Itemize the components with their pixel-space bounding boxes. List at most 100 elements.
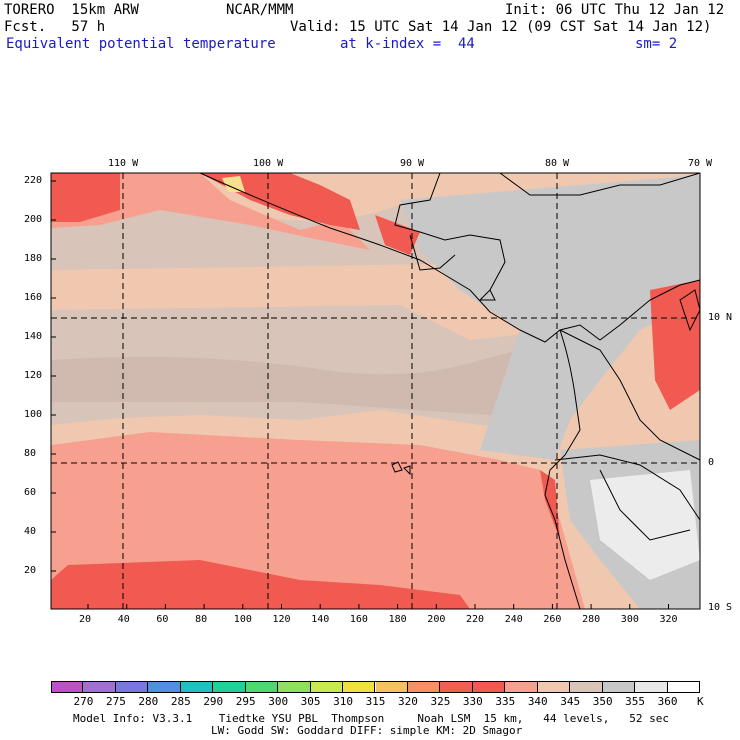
x-tick-label: 80: [195, 614, 208, 625]
colorbar-label: 350: [592, 695, 613, 708]
colorbar-label: 305: [300, 695, 321, 708]
colorbar-label: 270: [73, 695, 94, 708]
lat-label-10n: 10 N: [708, 312, 733, 323]
x-tick-label: 280: [582, 614, 601, 625]
smoothing-label: sm= 2: [635, 36, 678, 52]
colorbar-label: 290: [203, 695, 224, 708]
y-tick-label: 160: [24, 292, 43, 303]
x-tick-label: 200: [427, 614, 446, 625]
colorbar-swatch: [407, 681, 441, 693]
x-tick-label: 120: [272, 614, 291, 625]
x-tick-label: 320: [659, 614, 678, 625]
colorbar-swatch: [537, 681, 571, 693]
lat-lon-grid: [51, 173, 700, 609]
colorbar-swatch: [472, 681, 506, 693]
coastlines: [199, 172, 701, 610]
field-hot-northwest: [51, 173, 120, 222]
lon-label-110w: 110 W: [108, 158, 139, 169]
colorbar-swatch: [180, 681, 214, 693]
y-tick-label: 20: [24, 565, 37, 576]
x-tick-label: 300: [620, 614, 639, 625]
y-tick-label: 120: [24, 370, 43, 381]
colorbar-label: 345: [560, 695, 581, 708]
map-frame: [50, 172, 701, 610]
field-hot-colombia: [650, 280, 700, 410]
field-hot-guatemala: [375, 215, 420, 255]
colorbar-label: 315: [365, 695, 386, 708]
x-tick-label: 140: [311, 614, 330, 625]
x-tick-label: 60: [156, 614, 169, 625]
colorbar-label: 330: [462, 695, 483, 708]
colorbar-label: 340: [527, 695, 548, 708]
colorbar-label: 280: [138, 695, 159, 708]
colorbar-swatch: [570, 681, 603, 693]
colorbar-unit: K: [697, 695, 704, 708]
colorbar-label: 335: [495, 695, 516, 708]
colorbar-swatch: [245, 681, 279, 693]
x-tick-label: 160: [349, 614, 368, 625]
coastline-south-america-pacific: [544, 329, 581, 610]
forecast-hour: Fcst. 57 h: [4, 19, 106, 35]
border-guatemala: [409, 234, 456, 271]
y-tick-label: 200: [24, 214, 43, 225]
colorbar-label: 275: [105, 695, 126, 708]
y-tick-label: 220: [24, 175, 43, 186]
model-info-line1: Model Info: V3.3.1 Tiedtke YSU PBL Thomp…: [73, 712, 670, 725]
field-hot-south: [51, 560, 470, 609]
level-label: at k-index = 44: [340, 36, 475, 52]
field-hottest-spot: [222, 176, 245, 192]
colorbar-swatch: [83, 681, 116, 693]
x-tick-label: 220: [466, 614, 485, 625]
valid-time: Valid: 15 UTC Sat 14 Jan 12 (09 CST Sat …: [290, 19, 712, 35]
coastline-island: [478, 289, 496, 301]
field-andes-light: [590, 470, 700, 580]
model-info-line2: LW: Godd SW: Goddard DIFF: simple KM: 2D…: [211, 724, 523, 737]
colorbar-swatch: [375, 681, 408, 693]
colorbar-swatch: [278, 681, 311, 693]
coastline-yucatan-caribbean: [394, 172, 506, 291]
colorbar-swatch: [148, 681, 181, 693]
field-name: Equivalent potential temperature: [6, 36, 276, 52]
y-tick-label: 40: [24, 526, 37, 537]
colorbar-swatch: [343, 681, 376, 693]
y-tick-label: 140: [24, 331, 43, 342]
lon-label-90w: 90 W: [400, 158, 425, 169]
colorbar-label: 355: [625, 695, 646, 708]
lat-label-0: 0: [708, 457, 715, 468]
colorbar-swatch: [602, 681, 636, 693]
x-tick-label: 240: [504, 614, 523, 625]
y-tick-label: 60: [24, 487, 37, 498]
colorbar-swatch: [635, 681, 668, 693]
field-band-mid-dark: [51, 350, 560, 420]
center-label: NCAR/MMM: [226, 2, 294, 18]
model-title: TORERO 15km ARW: [4, 2, 139, 18]
colorbar-swatch: [51, 681, 84, 693]
init-time: Init: 06 UTC Thu 12 Jan 12: [505, 2, 725, 18]
lon-label-80w: 80 W: [545, 158, 570, 169]
y-tick-label: 80: [24, 448, 37, 459]
colorbar-label: 295: [235, 695, 256, 708]
colorbar-label: 320: [398, 695, 418, 708]
x-tick-label: 40: [117, 614, 130, 625]
y-tick-label: 100: [24, 409, 43, 420]
colorbar-swatch: [213, 681, 246, 693]
colorbar-swatch: [310, 681, 344, 693]
border-colombia: [559, 329, 701, 461]
field-grey-land: [400, 175, 700, 460]
colorbar-label: 285: [170, 695, 191, 708]
colorbar-swatch: [505, 681, 538, 693]
coastline-caribbean-islands: [499, 172, 701, 196]
colorbar-label: 360: [657, 695, 678, 708]
x-tick-label: 180: [388, 614, 407, 625]
y-tick-label: 180: [24, 253, 43, 264]
field-hot-coast: [540, 470, 560, 540]
colorbar-label: 310: [333, 695, 353, 708]
lat-label-10s: 10 S: [708, 602, 733, 613]
x-tick-label: 260: [543, 614, 562, 625]
coastline-caribbean-south: [599, 279, 701, 341]
coastline-pacific-central-america: [199, 172, 601, 343]
colorbar-label: 325: [430, 695, 451, 708]
x-tick-label: 100: [233, 614, 252, 625]
colorbar-swatch: [440, 681, 473, 693]
